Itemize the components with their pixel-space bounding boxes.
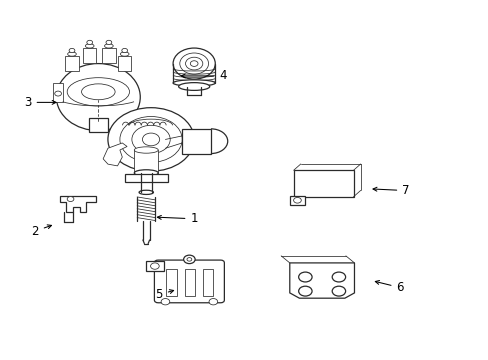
Circle shape: [186, 258, 191, 261]
Bar: [89, 118, 108, 132]
Ellipse shape: [85, 44, 94, 48]
Circle shape: [69, 48, 75, 53]
Bar: [124, 174, 167, 182]
Circle shape: [108, 108, 194, 171]
Polygon shape: [60, 196, 96, 212]
Text: 4: 4: [181, 69, 226, 82]
Text: 5: 5: [155, 288, 173, 301]
Polygon shape: [103, 143, 127, 166]
Circle shape: [190, 61, 198, 66]
Circle shape: [173, 48, 215, 79]
Bar: [146, 261, 164, 271]
Circle shape: [183, 255, 195, 264]
Bar: [289, 196, 305, 204]
Bar: [102, 48, 115, 63]
Ellipse shape: [67, 78, 129, 106]
Bar: [53, 83, 63, 102]
Ellipse shape: [134, 170, 158, 176]
Text: 7: 7: [372, 184, 409, 197]
Bar: [83, 48, 96, 63]
Ellipse shape: [81, 84, 115, 100]
Bar: [118, 56, 131, 71]
Circle shape: [298, 272, 311, 282]
Ellipse shape: [120, 52, 129, 56]
Bar: [166, 269, 177, 296]
Ellipse shape: [178, 83, 209, 90]
Circle shape: [150, 263, 159, 269]
Circle shape: [55, 91, 61, 96]
Ellipse shape: [139, 190, 153, 194]
FancyBboxPatch shape: [154, 260, 224, 303]
Polygon shape: [289, 263, 354, 298]
Circle shape: [120, 117, 182, 162]
Text: 3: 3: [24, 96, 56, 109]
Circle shape: [132, 125, 170, 153]
Circle shape: [298, 286, 311, 296]
Circle shape: [106, 40, 112, 45]
Text: 6: 6: [375, 280, 403, 294]
Ellipse shape: [67, 52, 76, 56]
Bar: [293, 170, 353, 197]
Text: 2: 2: [31, 225, 51, 238]
Bar: [184, 269, 195, 296]
Ellipse shape: [104, 44, 113, 48]
Circle shape: [208, 298, 217, 305]
Circle shape: [67, 197, 74, 202]
Bar: [203, 269, 213, 296]
Bar: [134, 150, 158, 173]
Circle shape: [161, 298, 169, 305]
Circle shape: [331, 286, 345, 296]
Circle shape: [142, 133, 160, 146]
Circle shape: [180, 53, 208, 74]
Circle shape: [185, 57, 203, 70]
Circle shape: [122, 48, 127, 53]
Ellipse shape: [56, 64, 140, 131]
Bar: [182, 129, 210, 154]
Bar: [65, 56, 79, 71]
Circle shape: [293, 198, 301, 203]
Ellipse shape: [173, 80, 215, 86]
Circle shape: [331, 272, 345, 282]
Circle shape: [87, 40, 92, 45]
Ellipse shape: [134, 147, 158, 153]
Text: 1: 1: [157, 212, 198, 225]
